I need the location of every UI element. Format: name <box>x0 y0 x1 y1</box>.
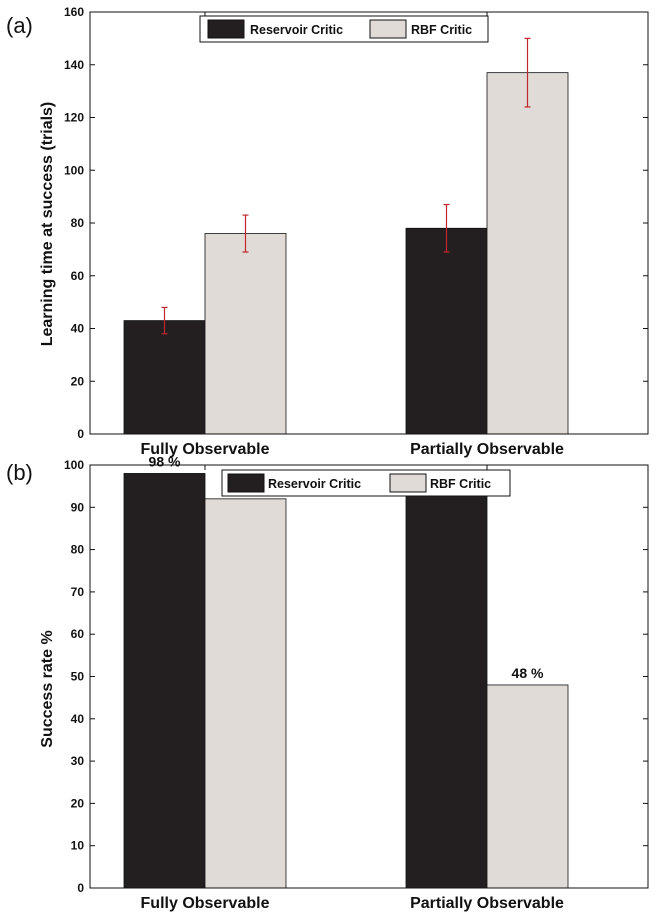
bar-rbf-critic-fully-observable <box>204 233 287 435</box>
y-ticks-a: 0 20 40 60 80 100 120 140 160 <box>64 5 648 441</box>
y-axis-label-a: Learning time at success (trials) <box>39 102 56 347</box>
x-ticks-b: Fully Observable Partially Observable <box>141 465 564 912</box>
y-tick-label: 20 <box>71 796 85 810</box>
y-tick-label: 60 <box>71 627 85 641</box>
chart-panel-b: (b) Success rate % 0 10 20 30 40 50 60 70 80 90 10… <box>6 453 649 912</box>
bar-rbf-critic-partially-observable <box>486 72 569 435</box>
error-bars-a <box>161 37 531 335</box>
plot-frame-a <box>89 11 649 435</box>
bar-rbf-critic-fully-observable <box>204 498 287 889</box>
x-tick-label-partially-observable: Partially Observable <box>410 441 564 458</box>
legend-label-rbf-critic: RBF Critic <box>430 477 491 491</box>
y-tick-label: 40 <box>71 322 85 336</box>
y-tick-label: 90 <box>71 500 85 514</box>
legend-box-b <box>221 469 511 497</box>
y-tick-label: 70 <box>71 585 85 599</box>
legend-swatch-rbf-critic <box>369 19 407 39</box>
y-tick-label: 60 <box>71 269 85 283</box>
y-tick-label: 0 <box>77 427 84 441</box>
y-tick-label: 160 <box>64 5 84 19</box>
y-tick-label: 40 <box>71 712 85 726</box>
panel-label-b: (b) <box>6 460 33 485</box>
data-label-reservoir-critic-fully-observable: 98 % <box>149 453 181 469</box>
legend-swatch-reservoir-critic <box>207 19 245 39</box>
y-tick-label: 10 <box>71 839 85 853</box>
y-axis-label-b: Success rate % <box>39 630 56 747</box>
legend-a: Reservoir Critic RBF Critic <box>199 15 489 43</box>
chart-panel-a: (a) Learning time at success (trials) 0 2… <box>6 5 649 458</box>
y-tick-label: 100 <box>64 163 84 177</box>
bar-reservoir-critic-fully-observable <box>123 473 206 889</box>
bar-reservoir-critic-partially-observable <box>405 489 488 889</box>
x-ticks-a: Fully Observable Partially Observable <box>141 12 564 458</box>
x-tick-label-fully-observable: Fully Observable <box>141 441 270 458</box>
bar-reservoir-critic-partially-observable <box>405 227 488 435</box>
y-tick-label: 120 <box>64 111 84 125</box>
y-tick-label: 50 <box>71 670 85 684</box>
legend-b: Reservoir Critic RBF Critic <box>221 469 511 497</box>
bar-reservoir-critic-fully-observable <box>123 320 206 435</box>
x-tick-label-partially-observable: Partially Observable <box>410 895 564 912</box>
x-tick-label-fully-observable: Fully Observable <box>141 895 270 912</box>
y-tick-label: 0 <box>77 881 84 895</box>
y-tick-label: 20 <box>71 374 85 388</box>
legend-label-rbf-critic: RBF Critic <box>411 23 472 37</box>
y-tick-label: 140 <box>64 58 84 72</box>
y-tick-label: 80 <box>71 216 85 230</box>
bars-a <box>123 72 569 435</box>
bar-rbf-critic-partially-observable <box>486 684 569 889</box>
legend-swatch-rbf-critic <box>389 473 427 493</box>
panel-label-a: (a) <box>6 13 33 38</box>
y-tick-label: 80 <box>71 543 85 557</box>
y-ticks-b: 0 10 20 30 40 50 60 70 80 90 100 <box>64 458 648 895</box>
legend-swatch-reservoir-critic <box>227 473 265 493</box>
legend-label-reservoir-critic: Reservoir Critic <box>250 23 343 37</box>
y-tick-label: 100 <box>64 458 84 472</box>
y-tick-label: 30 <box>71 754 85 768</box>
data-label-rbf-critic-partially-observable: 48 % <box>512 665 544 681</box>
bars-b <box>123 473 569 889</box>
legend-box-a <box>199 15 489 43</box>
plot-frame-b <box>89 464 649 889</box>
legend-label-reservoir-critic: Reservoir Critic <box>268 477 361 491</box>
